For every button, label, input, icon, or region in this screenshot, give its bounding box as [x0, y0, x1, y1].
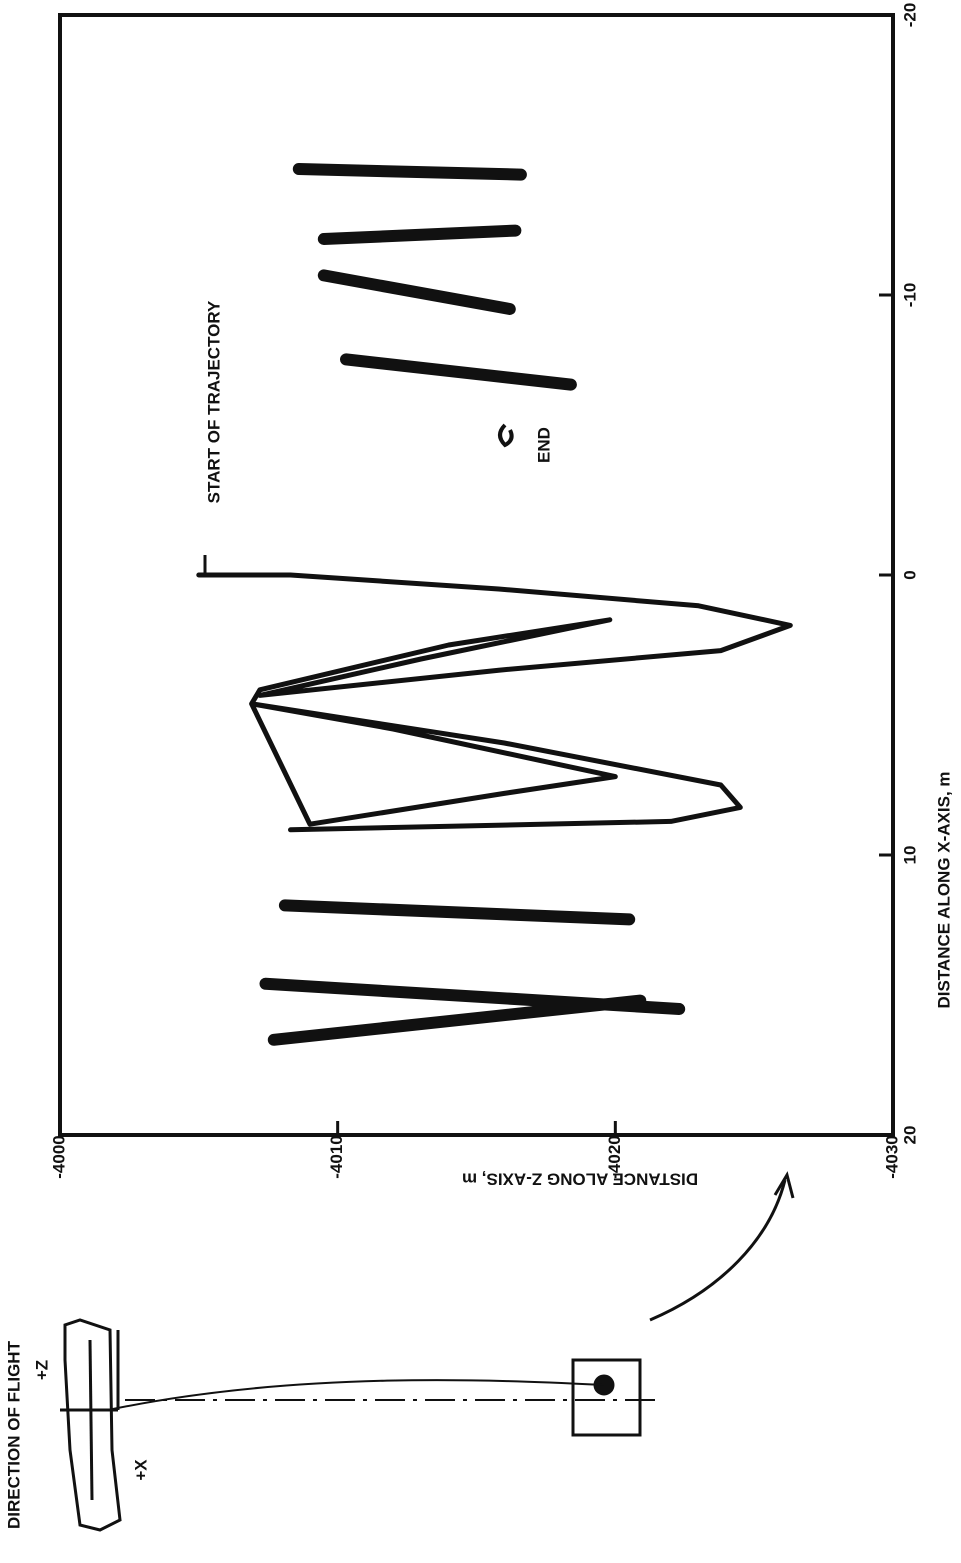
x-tick-label: 10	[900, 846, 919, 865]
arrow-head	[773, 1171, 795, 1199]
z-label: +Z	[32, 1360, 51, 1380]
x-label: +X	[131, 1459, 150, 1481]
z-tick-label: -4000	[49, 1135, 68, 1178]
end-pointer	[498, 423, 514, 448]
x-tick-label: 20	[900, 1126, 919, 1145]
plot-frame	[58, 13, 895, 1137]
flight-diagram	[60, 1171, 795, 1532]
annotation: START OF TRAJECTORY	[204, 300, 223, 503]
annotation: END	[534, 427, 553, 463]
x-tick-label: -20	[900, 3, 919, 28]
trajectory	[196, 572, 793, 833]
sample-box	[571, 1358, 642, 1437]
x-axis-label: DISTANCE ALONG X-AXIS, m	[934, 771, 953, 1008]
z-axis-label: DISTANCE ALONG Z-AXIS, m	[462, 1170, 698, 1189]
diagram-title: DIRECTION OF FLIGHT	[4, 1340, 23, 1529]
z-tick-label: -4020	[605, 1135, 624, 1178]
x-tick-label: 0	[900, 570, 919, 579]
x-tick-label: -10	[900, 283, 919, 308]
trajectory	[259, 163, 686, 1046]
curve-arrow	[649, 1179, 787, 1322]
z-tick-label: -4030	[882, 1135, 901, 1178]
vehicle-axis	[88, 1339, 94, 1501]
vehicle	[63, 1318, 122, 1532]
z-tick-label: -4010	[327, 1135, 346, 1178]
leader	[107, 1379, 605, 1411]
